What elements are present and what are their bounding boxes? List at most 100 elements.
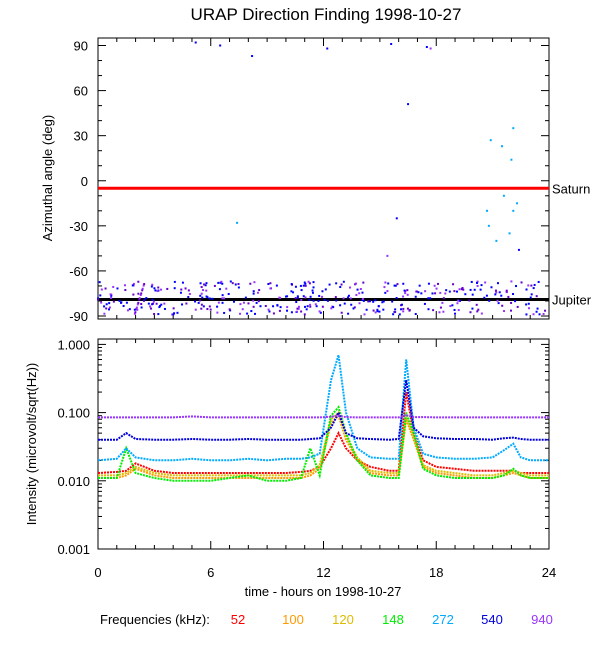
- azimuth-point: [358, 292, 361, 295]
- azimuth-point: [391, 300, 394, 303]
- azimuth-point: [137, 280, 140, 283]
- azimuth-point: [104, 287, 107, 290]
- azimuth-point: [252, 292, 255, 295]
- azimuth-point: [387, 282, 390, 285]
- y-tick-label: 60: [74, 84, 88, 99]
- azimuth-point: [286, 309, 289, 312]
- azimuth-point: [494, 289, 497, 292]
- azimuth-point: [151, 298, 154, 301]
- azimuth-point: [306, 305, 309, 308]
- azimuth-point: [363, 313, 366, 316]
- azimuth-point: [209, 308, 212, 311]
- azimuth-point: [97, 298, 100, 301]
- azimuth-point: [427, 297, 430, 300]
- azimuth-point: [458, 288, 461, 291]
- azimuth-point: [525, 288, 528, 291]
- azimuth-point: [525, 303, 528, 306]
- azimuth-point: [187, 296, 190, 299]
- azimuth-point: [538, 313, 541, 316]
- azimuth-y-axis-label: Azimuthal angle (deg): [40, 115, 55, 241]
- azimuth-point: [253, 312, 256, 315]
- azimuth-point: [476, 284, 479, 287]
- x-tick-label: 18: [429, 565, 443, 580]
- azimuth-point: [194, 300, 197, 303]
- azimuth-point: [469, 288, 472, 291]
- azimuth-point: [309, 305, 312, 308]
- azimuth-point: [200, 307, 203, 310]
- x-tick-label: 0: [94, 565, 101, 580]
- series-940-khz: [98, 414, 549, 419]
- azimuth-point: [386, 254, 389, 257]
- saturn-label: Saturn: [552, 181, 590, 196]
- azimuth-point: [217, 301, 220, 304]
- series-540-khz: [98, 379, 549, 441]
- azimuth-point: [461, 286, 464, 289]
- azimuth-point: [394, 284, 397, 287]
- azimuth-point: [200, 303, 203, 306]
- azimuth-point: [223, 297, 226, 300]
- azimuth-point: [386, 290, 389, 293]
- azimuth-point: [406, 307, 409, 310]
- legend-item-148-khz: 148: [382, 612, 404, 627]
- azimuth-point: [510, 280, 513, 283]
- azimuth-point: [381, 301, 384, 304]
- azimuth-point: [145, 297, 148, 300]
- azimuth-point: [200, 292, 203, 295]
- azimuth-point: [154, 289, 157, 292]
- azimuth-point: [160, 288, 163, 291]
- azimuth-point: [376, 308, 379, 311]
- azimuth-point: [498, 291, 501, 294]
- azimuth-point: [414, 295, 417, 298]
- azimuth-point: [208, 297, 211, 300]
- azimuth-point: [464, 293, 467, 296]
- azimuth-point: [249, 282, 252, 285]
- azimuth-point: [285, 295, 288, 298]
- azimuth-point: [335, 282, 338, 285]
- azimuth-point: [318, 294, 321, 297]
- azimuth-point: [471, 307, 474, 310]
- azimuth-point: [157, 286, 160, 289]
- azimuth-point: [394, 311, 397, 314]
- azimuth-point: [252, 305, 255, 308]
- azimuth-point: [382, 300, 385, 303]
- azimuth-point: [166, 287, 169, 290]
- azimuth-point: [253, 281, 256, 284]
- azimuth-point: [100, 301, 103, 304]
- azimuth-point: [290, 290, 293, 293]
- azimuth-point: [476, 280, 479, 283]
- azimuth-point: [448, 290, 451, 293]
- azimuth-point: [141, 289, 144, 292]
- azimuth-point: [460, 288, 463, 291]
- azimuth-point: [103, 305, 106, 308]
- azimuth-point: [132, 282, 135, 285]
- azimuth-point: [319, 311, 322, 314]
- intensity-tick-marks: [97, 339, 550, 550]
- azimuth-point: [244, 296, 247, 299]
- azimuth-point: [303, 313, 306, 316]
- azimuth-point: [528, 307, 531, 310]
- azimuth-point: [155, 302, 158, 305]
- azimuth-point: [533, 283, 536, 286]
- azimuth-point: [392, 313, 395, 316]
- azimuth-point: [269, 282, 272, 285]
- azimuth-point: [241, 308, 244, 311]
- azimuth-point: [512, 209, 515, 212]
- azimuth-point: [137, 301, 140, 304]
- azimuth-point: [221, 301, 224, 304]
- azimuth-point: [275, 284, 278, 287]
- azimuth-point: [147, 302, 150, 305]
- azimuth-point: [137, 292, 140, 295]
- azimuth-point: [376, 310, 379, 313]
- azimuth-point: [279, 296, 282, 299]
- azimuth-point: [318, 310, 321, 313]
- azimuth-point: [510, 158, 513, 161]
- azimuth-point: [203, 283, 206, 286]
- azimuth-point: [242, 301, 245, 304]
- azimuth-point: [279, 306, 282, 309]
- azimuth-point: [462, 288, 465, 291]
- azimuth-point: [136, 308, 139, 311]
- azimuth-point: [225, 287, 228, 290]
- azimuth-point: [309, 295, 312, 298]
- azimuth-point: [349, 286, 352, 289]
- azimuth-point: [140, 292, 143, 295]
